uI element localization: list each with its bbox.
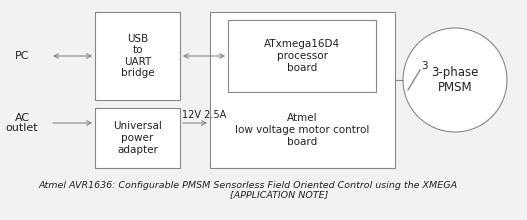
Text: Atmel AVR1636: Configurable PMSM Sensorless Field Oriented Control using the XME: Atmel AVR1636: Configurable PMSM Sensorl… (38, 180, 457, 189)
Text: Universal
power
adapter: Universal power adapter (113, 121, 162, 155)
Text: PC: PC (15, 51, 30, 61)
Text: outlet: outlet (6, 123, 38, 133)
Text: Atmel
low voltage motor control
board: Atmel low voltage motor control board (236, 113, 369, 147)
Bar (95, 12, 180, 100)
Bar (210, 12, 395, 168)
Text: AC: AC (14, 113, 30, 123)
Text: 3-phase
PMSM: 3-phase PMSM (431, 66, 479, 94)
Text: 12V 2.5A: 12V 2.5A (182, 110, 226, 120)
Text: 3: 3 (421, 61, 427, 71)
Text: [APPLICATION NOTE]: [APPLICATION NOTE] (230, 191, 328, 200)
Bar (228, 20, 376, 92)
Ellipse shape (403, 28, 507, 132)
Text: ATxmega16D4
processor
board: ATxmega16D4 processor board (264, 39, 340, 73)
Text: USB
to
UART
bridge: USB to UART bridge (121, 34, 154, 78)
Bar (95, 108, 180, 168)
